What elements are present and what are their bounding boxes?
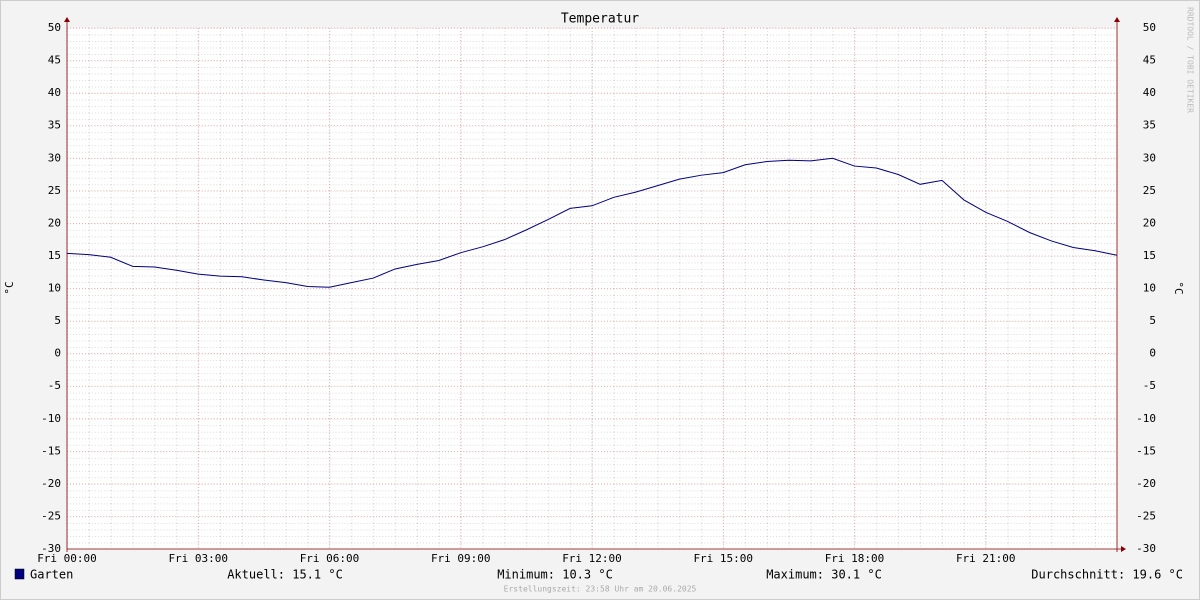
y-tick-label: 10 bbox=[48, 282, 61, 295]
y-tick-label: -5 bbox=[48, 379, 61, 392]
y-tick-label: 35 bbox=[48, 119, 61, 132]
y2-axis-label: °C bbox=[1172, 281, 1185, 294]
footer: Erstellungszeit: 23:58 Uhr am 20.06.2025 bbox=[504, 585, 697, 594]
chart-title: Temperatur bbox=[561, 12, 639, 27]
y2-tick-label: -10 bbox=[1136, 412, 1156, 425]
stat-avg: Durchschnitt: 19.6 °C bbox=[1031, 568, 1183, 582]
y-tick-label: 20 bbox=[48, 216, 61, 229]
y-tick-label: 40 bbox=[48, 86, 61, 99]
y2-tick-label: -25 bbox=[1136, 509, 1156, 522]
x-tick-label: Fri 03:00 bbox=[168, 552, 228, 565]
x-tick-label: Fri 21:00 bbox=[956, 552, 1016, 565]
axis-arrow bbox=[64, 17, 70, 22]
y-tick-label: -15 bbox=[41, 444, 61, 457]
legend-entry: Garten bbox=[30, 568, 73, 582]
x-tick-label: Fri 15:00 bbox=[693, 552, 753, 565]
x-tick-label: Fri 18:00 bbox=[825, 552, 885, 565]
y2-tick-label: 5 bbox=[1149, 314, 1156, 327]
stat-max: Maximum: 30.1 °C bbox=[766, 568, 882, 582]
y-tick-label: 0 bbox=[54, 347, 61, 360]
y2-tick-label: 15 bbox=[1143, 249, 1156, 262]
y2-tick-label: -20 bbox=[1136, 477, 1156, 490]
stat-current: Aktuell: 15.1 °C bbox=[227, 568, 343, 582]
stat-min: Minimum: 10.3 °C bbox=[497, 568, 613, 582]
y2-tick-label: 20 bbox=[1143, 216, 1156, 229]
x-tick-label: Fri 12:00 bbox=[562, 552, 622, 565]
data-line bbox=[66, 157, 1118, 288]
y-tick-label: -30 bbox=[41, 542, 61, 555]
axis-arrow bbox=[1114, 17, 1120, 22]
y-tick-label: 50 bbox=[48, 21, 61, 34]
watermark: RRDTOOL / TOBI OETIKER bbox=[1186, 7, 1195, 113]
y2-tick-label: 35 bbox=[1143, 119, 1156, 132]
y-tick-label: 15 bbox=[48, 249, 61, 262]
y2-tick-label: 30 bbox=[1143, 151, 1156, 164]
x-tick-label: Fri 09:00 bbox=[431, 552, 491, 565]
y2-tick-label: -30 bbox=[1136, 542, 1156, 555]
y2-tick-label: -5 bbox=[1143, 379, 1156, 392]
y2-tick-label: 0 bbox=[1149, 347, 1156, 360]
y-tick-label: -25 bbox=[41, 509, 61, 522]
y2-tick-label: 25 bbox=[1143, 184, 1156, 197]
y-tick-label: -10 bbox=[41, 412, 61, 425]
y-tick-label: 30 bbox=[48, 151, 61, 164]
y2-tick-label: 50 bbox=[1143, 21, 1156, 34]
y-tick-label: -20 bbox=[41, 477, 61, 490]
axis-arrow bbox=[1121, 546, 1126, 552]
y2-tick-label: 45 bbox=[1143, 54, 1156, 67]
y-tick-label: 5 bbox=[54, 314, 61, 327]
x-tick-label: Fri 00:00 bbox=[37, 552, 97, 565]
y-axis-label: °C bbox=[3, 281, 16, 294]
y-tick-label: 45 bbox=[48, 54, 61, 67]
x-tick-label: Fri 06:00 bbox=[300, 552, 360, 565]
y2-tick-label: 10 bbox=[1143, 282, 1156, 295]
y2-tick-label: 40 bbox=[1143, 86, 1156, 99]
legend-swatch bbox=[14, 568, 25, 580]
y-tick-label: 25 bbox=[48, 184, 61, 197]
y2-tick-label: -15 bbox=[1136, 444, 1156, 457]
